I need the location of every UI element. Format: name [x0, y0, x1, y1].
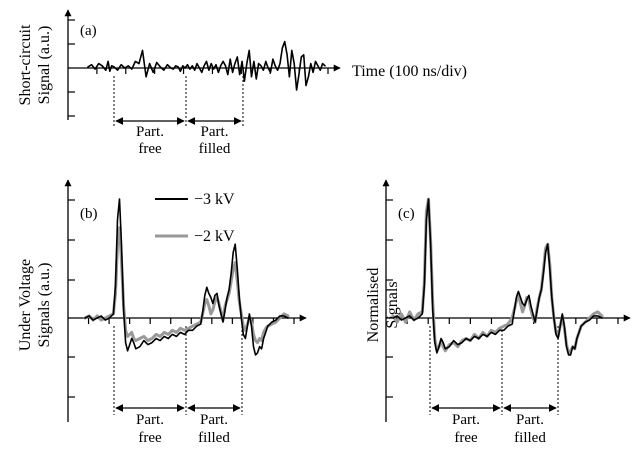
region-label-line1: Part. — [136, 412, 164, 428]
panel-b-tag: (b) — [80, 206, 98, 222]
panel-a-xlabel: Time (100 ns/div) — [352, 63, 467, 80]
legend-label-2kv: −2 kV — [194, 228, 235, 245]
panel-c-regions: Part. free Part. filled — [429, 326, 559, 446]
region-label-line2: filled — [514, 430, 546, 446]
region-label-line2: free — [138, 430, 162, 446]
series-line-3kv — [84, 198, 289, 356]
panel-c-ylabel-line1: Normalised — [365, 268, 382, 343]
panel-c-tag: (c) — [398, 206, 415, 222]
panel-c-series — [391, 197, 604, 356]
panel-a: Short-circuit Signal (a.u.) (a) Time (10… — [17, 9, 467, 157]
panel-a-ylabel-line2: Signal (a.u.) — [36, 26, 53, 105]
panel-a-ylabel-line1: Short-circuit — [17, 24, 34, 105]
legend-label-3kv: −3 kV — [194, 191, 235, 208]
panel-b: Under Voltage Signals (a.u.) (b) Part. fr… — [17, 179, 307, 446]
region-label-line1: Part. — [200, 412, 228, 428]
series-line — [87, 40, 326, 91]
panel-a-series — [87, 40, 326, 91]
panel-c: Normalised Signals (c) Part.freePart.fil… — [365, 179, 631, 446]
panel-b-ylabel-line1: Under Voltage — [17, 259, 34, 351]
region-label-line2: free — [138, 141, 162, 157]
region-label-line2: free — [454, 430, 478, 446]
panel-a-tag: (a) — [80, 23, 97, 39]
region-label-line2: filled — [198, 430, 230, 446]
region-label-line1: Part. — [136, 124, 164, 140]
panel-b-regions: Part. free Part. filled — [113, 326, 243, 446]
series-line-3kv — [392, 198, 603, 356]
region-label-line1: Part. — [201, 124, 229, 140]
panel-b-axes — [64, 179, 307, 422]
legend: −3 kV −2 kV — [155, 191, 235, 245]
panel-b-ylabel-line2: Signals (a.u.) — [36, 263, 53, 348]
region-label-line1: Part. — [516, 412, 544, 428]
region-label-line1: Part. — [452, 412, 480, 428]
panel-b-series — [83, 198, 290, 356]
region-label-line2: filled — [199, 141, 231, 157]
